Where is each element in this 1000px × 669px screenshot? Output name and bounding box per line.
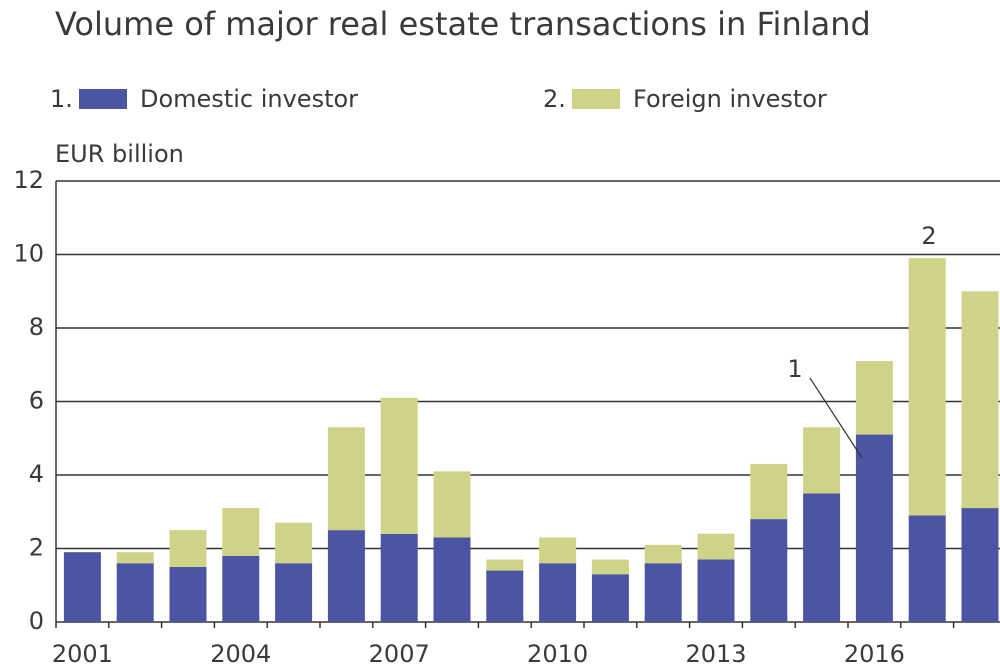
bar-segment	[116, 563, 154, 622]
x-tick-label: 2007	[369, 640, 430, 668]
bar-segment	[908, 258, 946, 516]
bar-segment	[908, 515, 946, 622]
bar-segment	[116, 552, 154, 564]
bar-segment	[380, 533, 418, 622]
bar-segment	[327, 530, 365, 622]
x-tick-label: 2013	[685, 640, 746, 668]
bar-segment	[644, 544, 682, 564]
legend-number: 1.	[50, 85, 73, 113]
bar-segment	[697, 533, 735, 560]
y-tick-label: 10	[13, 240, 44, 268]
x-tick-label: 2010	[527, 640, 588, 668]
bar-segment	[539, 563, 577, 622]
y-tick-label: 2	[29, 534, 44, 562]
bar-segment	[327, 427, 365, 531]
bar-segment	[855, 361, 893, 435]
bar-segment	[222, 508, 260, 556]
legend-number: 2.	[543, 85, 566, 113]
bar-segment	[697, 559, 735, 622]
bar-segment	[750, 463, 788, 520]
annotation: 1	[787, 355, 802, 383]
bar-segment	[803, 427, 841, 494]
bar-segment	[961, 291, 999, 509]
bar-segment	[380, 397, 418, 534]
annotation-leader	[809, 377, 863, 459]
bar-segment	[433, 537, 471, 622]
bar-segment	[222, 555, 260, 622]
bar-segment	[486, 559, 524, 571]
y-tick-label: 12	[13, 166, 44, 194]
bar-segment	[591, 574, 629, 622]
y-tick-label: 4	[29, 460, 44, 488]
y-tick-label: 6	[29, 387, 44, 415]
legend-swatch	[572, 89, 620, 109]
bar-segment	[433, 471, 471, 538]
chart-title: Volume of major real estate transactions…	[55, 5, 871, 43]
bar-segment	[275, 522, 313, 564]
x-tick-label: 2004	[210, 640, 271, 668]
legend-label: Foreign investor	[633, 85, 827, 113]
bar-segment	[169, 530, 207, 567]
y-tick-label: 8	[29, 313, 44, 341]
bar-segment	[855, 434, 893, 622]
legend-label: Domestic investor	[140, 85, 358, 113]
bar-segment	[63, 552, 101, 622]
bar-segment	[644, 563, 682, 622]
bar-segment	[961, 508, 999, 622]
bar-segment	[539, 537, 577, 564]
bar-segment	[486, 570, 524, 622]
x-tick-label: 2016	[844, 640, 905, 668]
bar-segment	[169, 566, 207, 622]
bar-segment	[275, 563, 313, 622]
legend-swatch	[79, 89, 127, 109]
y-tick-label: 0	[29, 607, 44, 635]
annotation: 2	[921, 222, 936, 250]
bar-segment	[750, 519, 788, 622]
x-tick-label: 2001	[52, 640, 113, 668]
bar-segment	[803, 493, 841, 622]
y-axis-label: EUR billion	[55, 140, 184, 168]
bar-segment	[591, 559, 629, 575]
